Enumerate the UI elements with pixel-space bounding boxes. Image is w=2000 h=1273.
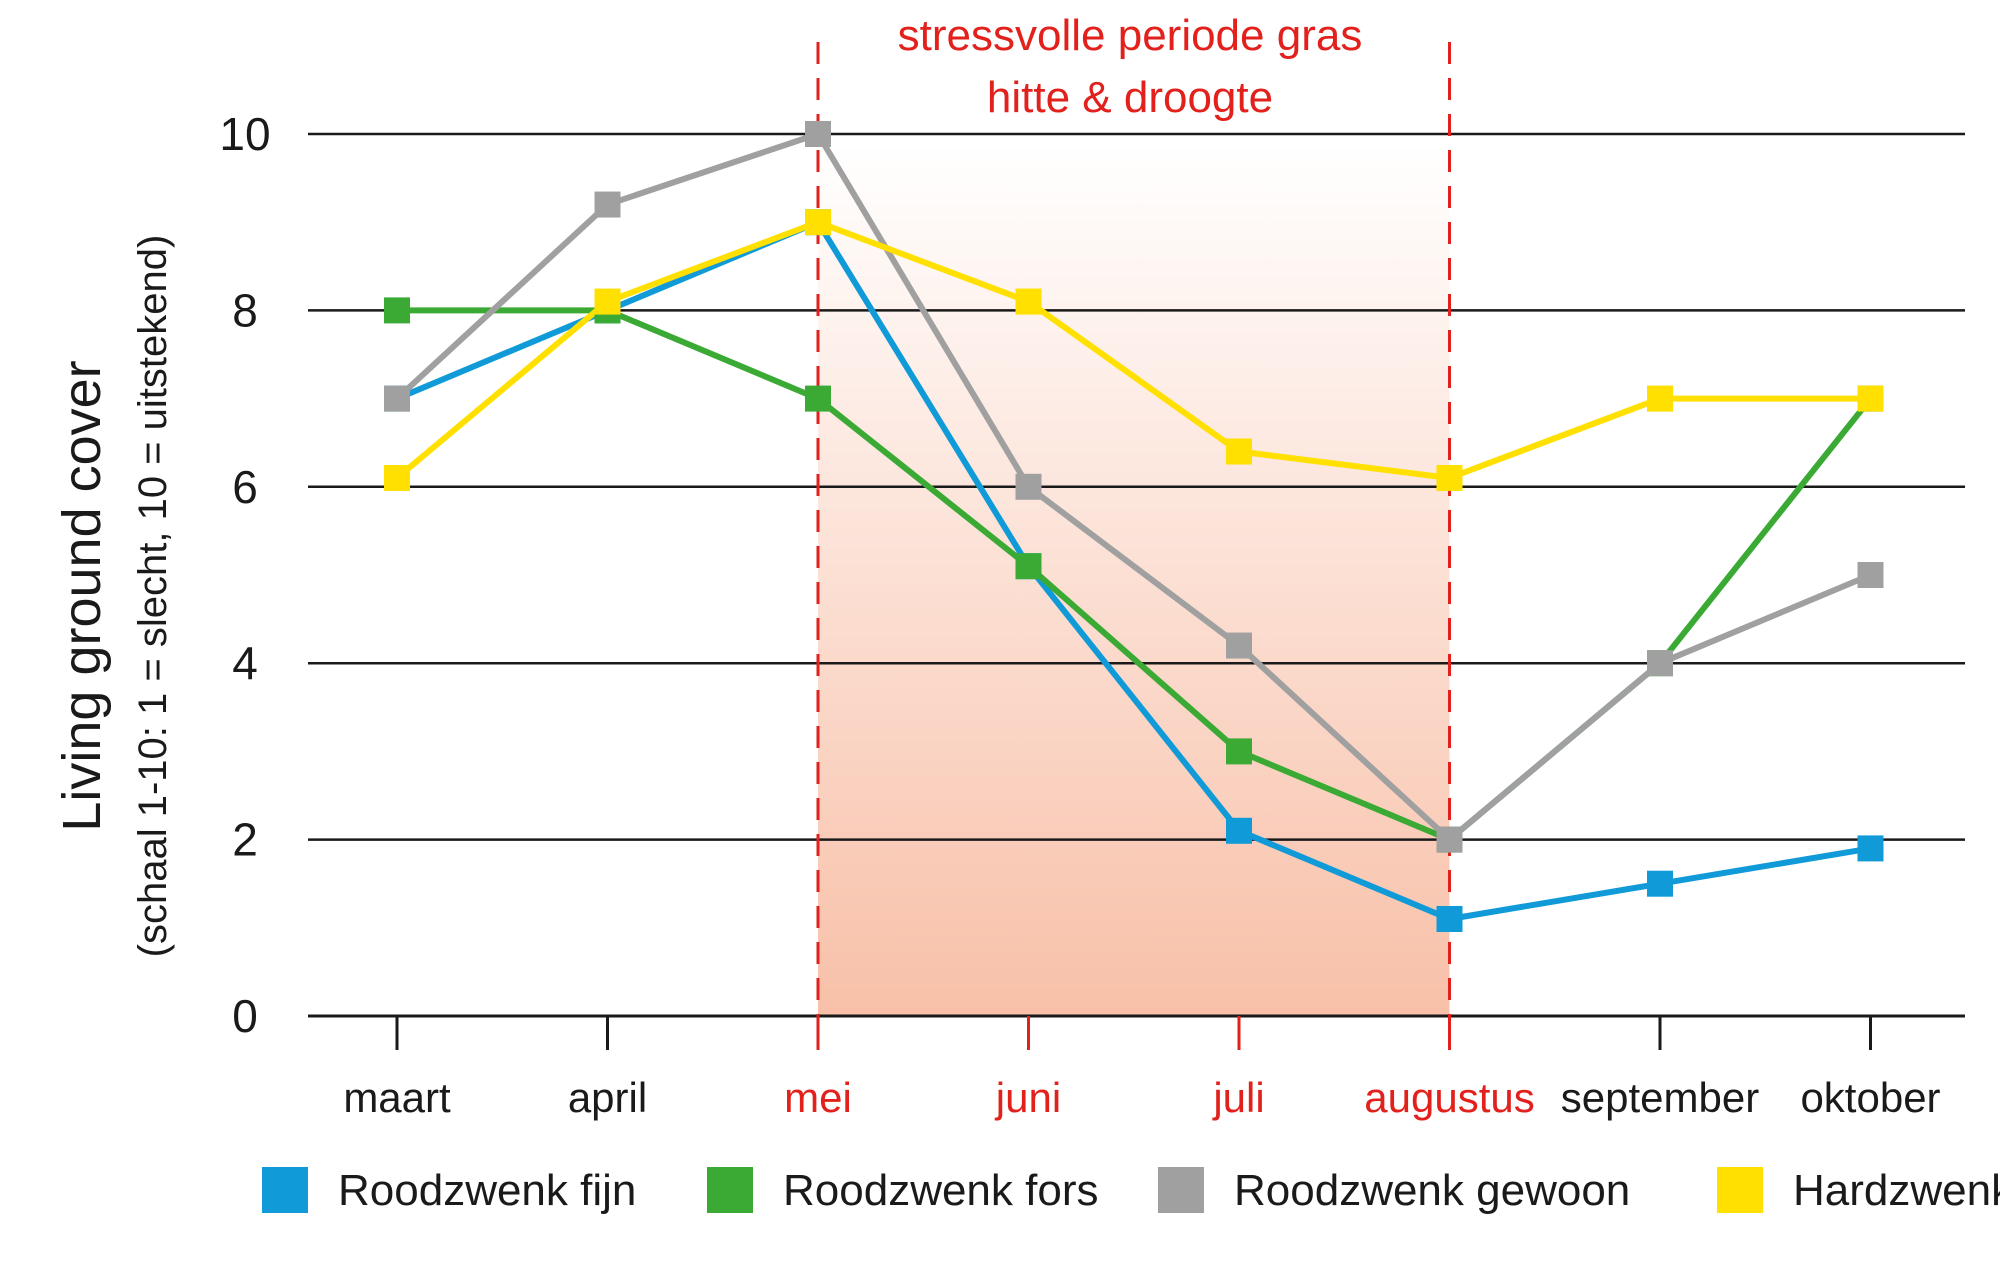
series-marker [594,288,621,315]
series-marker [1226,817,1252,844]
legend-swatch [1158,1167,1204,1213]
y-tick-label: 4 [232,637,258,689]
legend-swatch [262,1167,308,1213]
x-tick-label: juli [1211,1074,1264,1121]
series-marker [1857,562,1884,588]
series-line [394,131,1872,843]
x-tick-label: augustus [1364,1074,1534,1121]
series-marker [1226,738,1252,765]
x-tick-label: maart [343,1074,451,1121]
legend: Roodzwenk fijn Roodzwenk fors Roodzwenk ge… [262,1166,2000,1215]
legend-swatch [707,1167,753,1213]
legend-label: Roodzwenk fijn [338,1166,636,1215]
series-line [395,219,1871,922]
series-marker [384,385,410,412]
y-tick-label: 2 [232,814,258,866]
series-marker [1226,438,1252,465]
y-tick-label: 6 [232,461,258,513]
series-marker [1647,870,1673,897]
y-tick-label: 10 [219,108,270,160]
series-marker [1857,385,1884,412]
series-marker [1857,835,1884,862]
series-marker [384,464,410,491]
series-marker [1436,826,1463,853]
series-marker [594,191,621,218]
stress-period-label-line1: stressvolle periode gras [898,11,1363,60]
x-tick-label: april [568,1074,647,1121]
y-tick-label: 0 [232,990,258,1042]
series-line [395,219,1871,481]
series-marker [1647,385,1673,412]
x-tick-label: juni [994,1074,1061,1121]
series-marker [1015,553,1042,580]
x-tick-label: september [1561,1074,1759,1121]
stress-period-shading [818,144,1450,1016]
series-marker [1015,473,1042,500]
series-marker [1436,905,1463,932]
legend-label: Roodzwenk fors [783,1166,1098,1215]
series-marker [1015,288,1042,315]
series-marker [805,121,831,147]
x-tick-label: mei [784,1074,852,1121]
series-marker [384,297,410,324]
series-marker [805,385,831,412]
x-tick-label: oktober [1800,1074,1940,1121]
legend-label: Roodzwenk gewoon [1234,1166,1630,1215]
y-tick-label: 8 [232,284,258,336]
series-marker [1226,632,1252,659]
y-axis-title-line1: Living ground cover [52,360,112,831]
series-marker [805,209,831,236]
legend-label: Hardzwenk [1793,1166,2000,1215]
legend-swatch [1717,1167,1763,1213]
y-axis-title-line2: (schaal 1-10: 1 = slecht, 10 = uitsteken… [131,235,175,958]
series-marker [1436,464,1463,491]
stress-period-label-line2: hitte & droogte [987,73,1273,122]
series-marker [1647,650,1673,677]
